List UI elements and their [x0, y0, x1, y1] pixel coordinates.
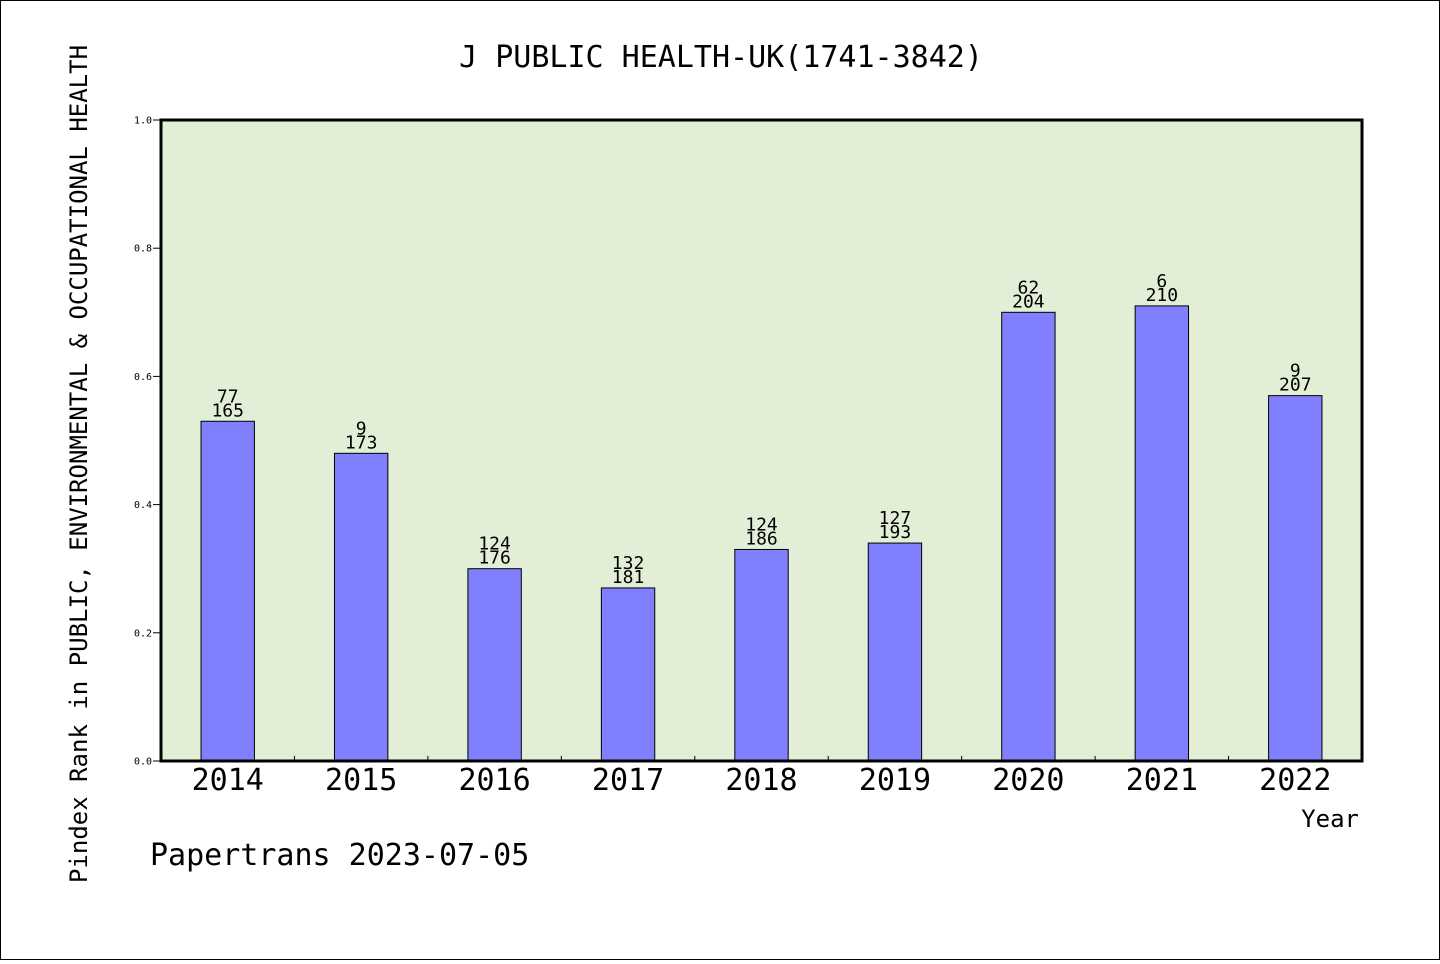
bar-2016: [467, 568, 522, 762]
x-tick-label-2015: 2015: [325, 763, 397, 798]
rank-label-2020: 62: [1018, 277, 1040, 298]
x-tick-label-2021: 2021: [1126, 763, 1198, 798]
y-tick-label: 0.4: [134, 500, 152, 511]
plot-border: [159, 118, 1364, 763]
rank-label-2016: 124: [478, 534, 511, 555]
y-tick-label: 1.0: [134, 116, 152, 127]
bar-2020: [1001, 311, 1056, 762]
rank-label-2017: 132: [612, 553, 645, 574]
bar-2021: [1134, 305, 1190, 762]
total-label-2022: 207: [1279, 375, 1312, 396]
y-tick-label: 0.0: [134, 757, 152, 768]
rank-label-2019: 127: [879, 508, 912, 529]
rank-label-2021: 6: [1156, 271, 1167, 292]
footer-credit: Papertrans 2023-07-05: [150, 838, 529, 873]
total-label-2021: 210: [1146, 285, 1179, 306]
y-axis: 0.0 0.2 0.4 0.6 0.8 1.0: [134, 116, 161, 768]
total-label-2019: 193: [879, 522, 912, 543]
rank-label-2022: 9: [1290, 361, 1301, 382]
x-tick-label-2016: 2016: [458, 763, 530, 798]
x-axis: 2014 2015 2016 2017 2018 2019 2020 2021 2022: [192, 756, 1331, 798]
x-tick-label-2019: 2019: [859, 763, 931, 798]
x-axis-label: Year: [1301, 805, 1359, 833]
x-tick-label-2022: 2022: [1259, 763, 1331, 798]
total-label-2018: 186: [745, 528, 778, 549]
x-tick-label-2018: 2018: [725, 763, 797, 798]
y-axis-label: Pindex Rank in PUBLIC, ENVIRONMENTAL & O…: [65, 45, 93, 883]
bars-group: [200, 305, 1323, 762]
y-tick-label: 0.2: [134, 628, 152, 639]
rank-label-2015: 9: [356, 418, 367, 439]
y-tick-label: 0.8: [134, 244, 152, 255]
rank-label-2018: 124: [745, 514, 778, 535]
bar-2022: [1268, 395, 1323, 762]
bar-2014: [200, 420, 255, 762]
chart-title: J PUBLIC HEALTH-UK(1741-3842): [459, 40, 983, 75]
y-tick-label: 0.6: [134, 372, 152, 383]
bar-2017: [600, 587, 656, 762]
bar-2018: [734, 548, 789, 762]
total-label-2020: 204: [1012, 291, 1045, 312]
total-label-2014: 165: [211, 400, 244, 421]
total-label-2017: 181: [612, 567, 645, 588]
rank-label-2014: 77: [217, 386, 239, 407]
x-tick-label-2020: 2020: [992, 763, 1064, 798]
total-label-2015: 173: [345, 432, 378, 453]
bar-2019: [867, 542, 923, 762]
bar-2015: [333, 452, 389, 762]
x-tick-label-2014: 2014: [192, 763, 264, 798]
total-label-2016: 176: [478, 548, 511, 569]
x-tick-label-2017: 2017: [592, 763, 664, 798]
